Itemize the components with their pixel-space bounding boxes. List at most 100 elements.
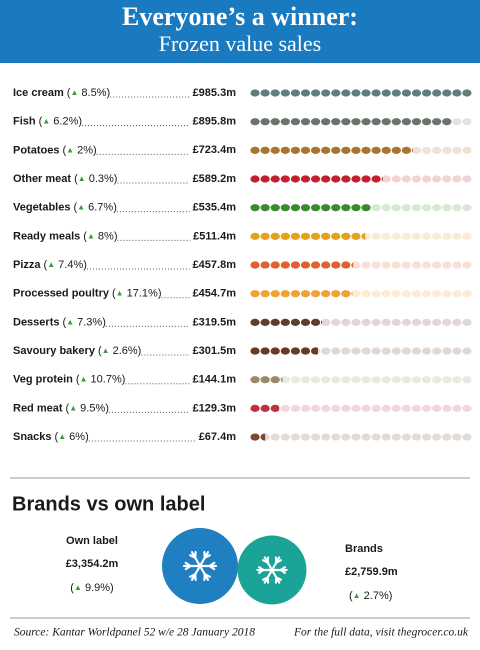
icon	[432, 146, 442, 154]
icon	[462, 204, 472, 212]
icon	[371, 89, 381, 97]
icon	[260, 118, 270, 126]
icon	[260, 204, 270, 212]
icon	[462, 404, 472, 412]
icon	[341, 318, 351, 326]
icon	[341, 118, 351, 126]
section-title: Brands vs own label	[12, 493, 205, 515]
label-part: (	[62, 316, 66, 328]
icon	[280, 347, 290, 355]
icon	[260, 175, 270, 183]
icon	[462, 89, 472, 97]
growth-label: (▲ 2.6%)	[98, 345, 141, 357]
icon-row-value	[250, 175, 383, 183]
icon	[300, 376, 311, 384]
icon	[411, 175, 422, 183]
value-label: £895.8m	[193, 116, 237, 128]
icon	[421, 146, 432, 154]
row-label: Snacks (▲ 6%)	[13, 431, 89, 443]
snowflake-icon	[256, 556, 288, 584]
category-name: Veg protein	[13, 374, 73, 386]
icon	[421, 318, 432, 326]
icon	[280, 318, 290, 326]
icon	[421, 89, 432, 97]
icon	[361, 118, 371, 126]
row-label: Potatoes (▲ 2%)	[13, 144, 97, 156]
icon-row-value	[250, 232, 366, 240]
label-part: 2.7%)	[361, 590, 393, 602]
icon	[411, 290, 422, 298]
row-label: Veg protein (▲ 10.7%)	[13, 374, 125, 386]
icon	[331, 347, 341, 355]
icon	[300, 404, 311, 412]
icon-row-value	[250, 347, 318, 355]
icon	[300, 175, 311, 183]
icon	[371, 318, 381, 326]
icon	[391, 89, 401, 97]
icon	[321, 318, 331, 326]
icon	[331, 261, 341, 269]
icon	[351, 262, 354, 268]
icon	[270, 232, 280, 240]
icon	[351, 347, 361, 355]
icon	[381, 376, 391, 384]
icon	[260, 318, 270, 326]
label-part: (	[74, 173, 78, 185]
row-label: Savoury bakery (▲ 2.6%)	[13, 345, 141, 357]
icon	[280, 175, 290, 183]
value-label: £319.5m	[193, 316, 237, 328]
icon	[310, 146, 321, 154]
icon	[391, 376, 401, 384]
icon	[351, 376, 361, 384]
icon	[290, 376, 301, 384]
icon	[432, 290, 442, 298]
icon	[391, 433, 401, 441]
value-label: £511.4m	[193, 230, 236, 242]
category-name: Processed poultry	[13, 288, 110, 300]
icon	[411, 232, 422, 240]
value-label: £67.4m	[199, 431, 237, 443]
icon	[310, 89, 321, 97]
icon	[371, 232, 381, 240]
icon	[280, 376, 290, 384]
label-part: ▲	[69, 403, 77, 412]
icon	[321, 204, 331, 212]
flake-arm	[198, 551, 210, 568]
icon	[462, 175, 472, 183]
icon	[331, 433, 341, 441]
icon	[310, 290, 321, 298]
icon	[401, 89, 412, 97]
icon	[452, 118, 462, 126]
icon	[341, 433, 351, 441]
icon	[391, 175, 401, 183]
icon	[401, 118, 412, 126]
icon-row-value	[250, 433, 266, 441]
icon	[270, 118, 280, 126]
icon	[250, 232, 260, 240]
icon	[280, 290, 290, 298]
value-label: £457.8m	[193, 259, 237, 271]
icon	[250, 433, 260, 441]
flake-branch	[279, 566, 286, 572]
icon	[391, 261, 401, 269]
icon	[432, 261, 442, 269]
icon	[401, 318, 412, 326]
icon	[331, 376, 341, 384]
label-part: ▲	[47, 260, 55, 269]
label-part: ▲	[78, 174, 86, 183]
icon	[300, 204, 311, 212]
icon	[260, 376, 270, 384]
icon	[351, 318, 361, 326]
icon	[270, 175, 280, 183]
icon	[361, 347, 371, 355]
icon	[310, 204, 321, 212]
icon	[381, 118, 391, 126]
icon	[321, 146, 331, 154]
icon	[300, 433, 311, 441]
label-part: (	[112, 288, 116, 300]
icon	[250, 318, 260, 326]
icon	[280, 204, 290, 212]
icon	[310, 318, 321, 326]
icon	[371, 118, 381, 126]
